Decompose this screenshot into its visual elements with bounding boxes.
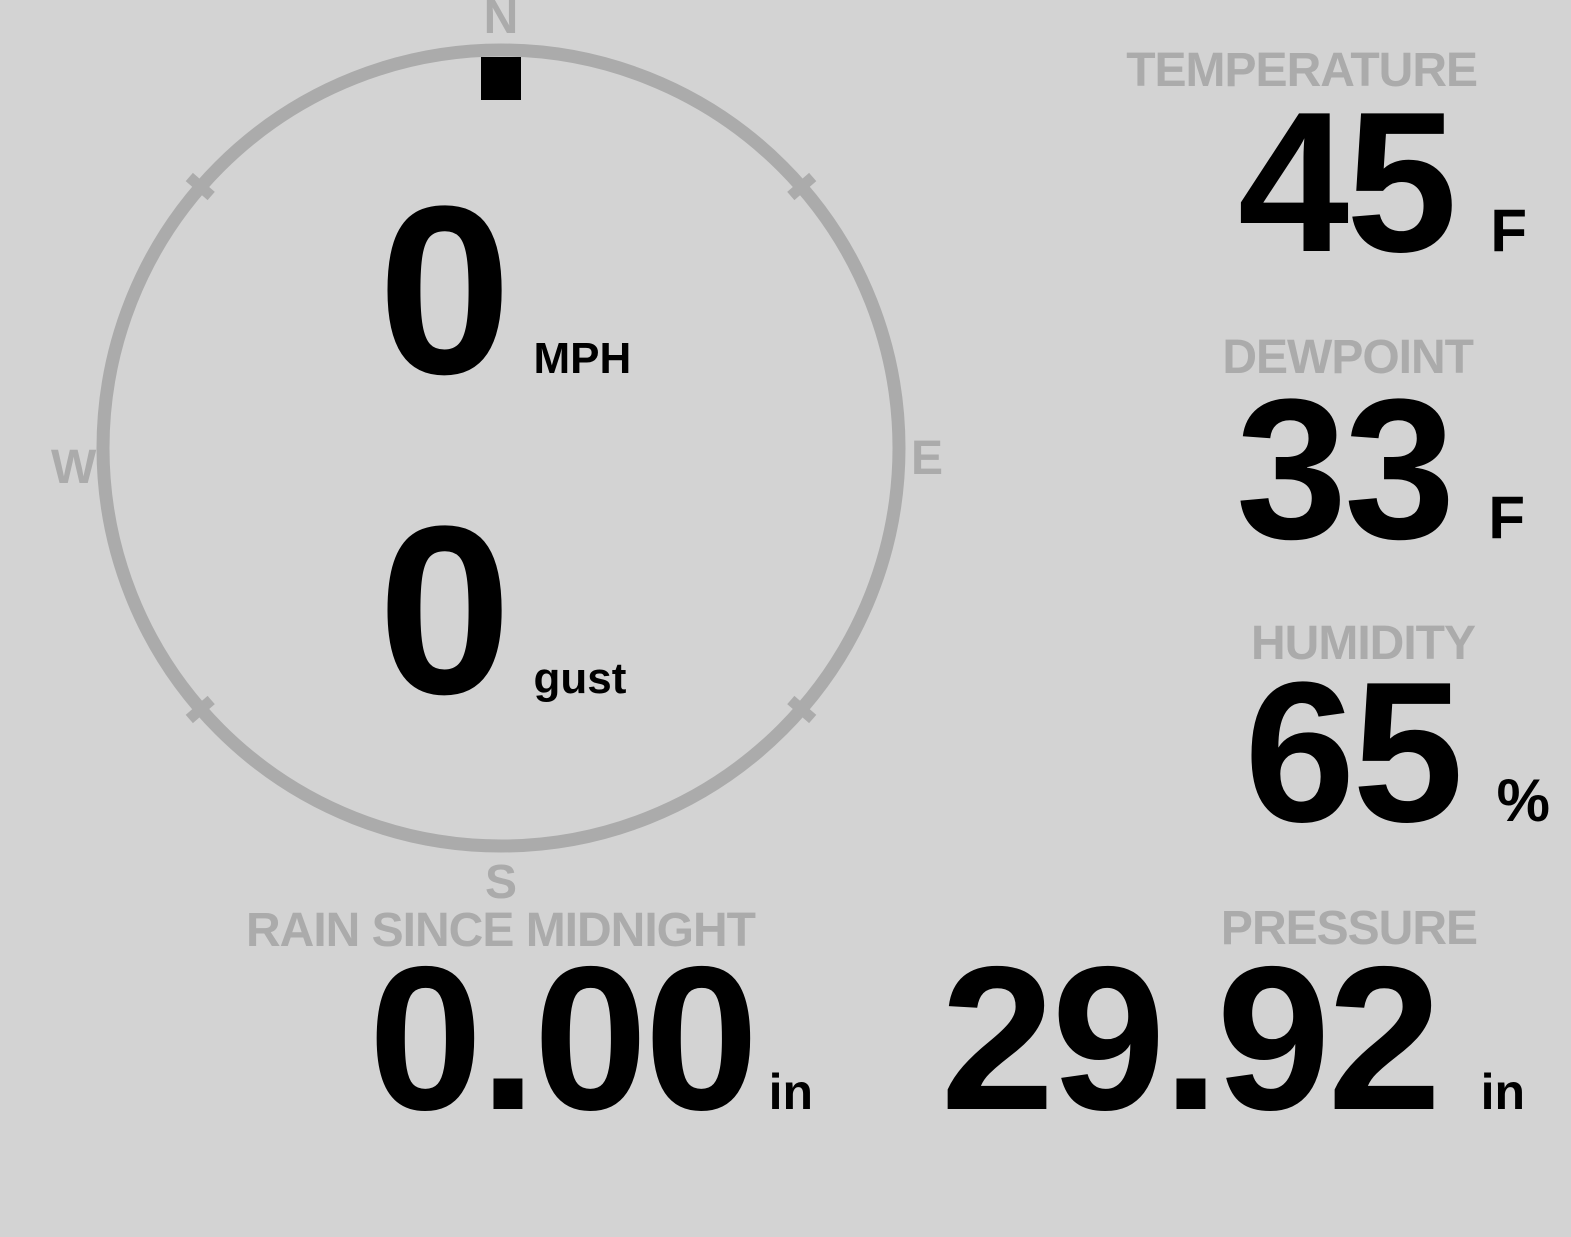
temperature-value: 45 (1237, 71, 1457, 294)
compass-tick-sw (185, 695, 215, 724)
wind-speed-unit: MPH (533, 334, 632, 383)
wind-direction-marker-square (481, 57, 521, 100)
wind-gust: 0 gust (378, 490, 626, 730)
compass-tick-se (787, 695, 817, 724)
wind-direction-marker (481, 57, 521, 100)
rain-metric: 0.00 in (369, 936, 813, 1141)
pressure-value: 29.92 (940, 924, 1442, 1153)
humidity-metric: 65 % (1244, 653, 1550, 853)
dewpoint-value: 33 (1235, 358, 1455, 581)
cardinal-label-east: E (911, 432, 944, 485)
humidity-label: HUMIDITY (1251, 617, 1476, 670)
compass-tick-ne (787, 172, 817, 201)
compass-ring (96, 43, 906, 853)
cardinal-label-south: S (484, 856, 518, 909)
rain-label: RAIN SINCE MIDNIGHT (246, 904, 756, 957)
wind-gust-unit: gust (533, 654, 627, 703)
compass-tick-nw (185, 172, 215, 201)
temperature-metric: 45 F (1238, 83, 1527, 283)
temperature-unit: F (1490, 197, 1527, 264)
pressure-label: PRESSURE (1220, 902, 1478, 955)
pressure-unit: in (1480, 1064, 1525, 1120)
pressure-metric: 29.92 in (941, 936, 1525, 1141)
wind-speed: 0 MPH (378, 170, 631, 410)
humidity-value: 65 (1244, 641, 1463, 864)
temperature-label: TEMPERATURE (1126, 44, 1478, 97)
rain-value: 0.00 (368, 924, 759, 1153)
dewpoint-metric: 33 F (1236, 370, 1525, 570)
dewpoint-label: DEWPOINT (1222, 331, 1474, 384)
rain-unit: in (768, 1064, 813, 1120)
dewpoint-unit: F (1488, 484, 1525, 551)
cardinal-label-north: N (483, 0, 519, 44)
humidity-unit: % (1496, 767, 1550, 834)
cardinal-label-west: W (51, 441, 97, 494)
wind-gust-value: 0 (378, 476, 512, 744)
wind-compass (96, 43, 906, 853)
wind-speed-value: 0 (378, 156, 512, 424)
